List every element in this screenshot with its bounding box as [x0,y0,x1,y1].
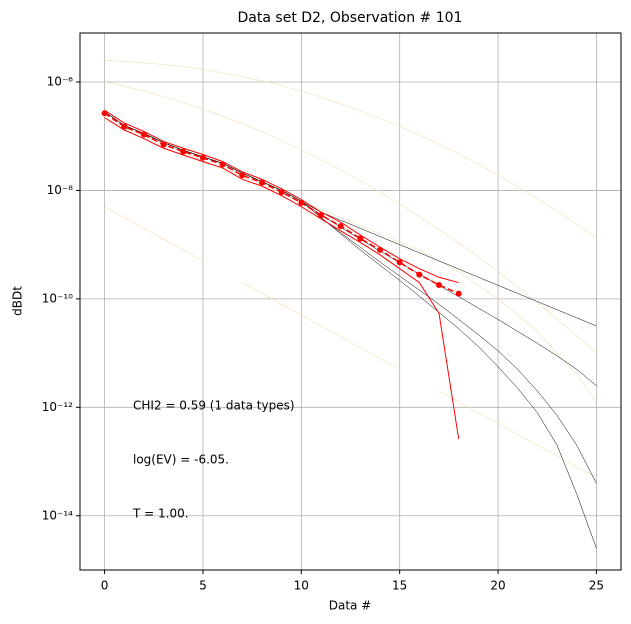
plot-area [101,60,597,549]
data-point [199,154,206,161]
x-tick-label: 25 [589,579,604,593]
series-line [104,206,597,479]
y-tick-label: 10⁻⁶ [47,74,74,88]
data-point [436,282,443,289]
series-line [104,81,597,354]
annotation: log(EV) = -6.05. [133,453,229,467]
series-line [104,111,597,327]
x-tick-label: 15 [392,579,407,593]
data-point [180,148,187,155]
y-tick-label: 10⁻¹² [42,400,73,414]
data-point [396,259,403,266]
series-line [104,111,597,549]
y-tick-label: 10⁻¹⁴ [42,508,73,522]
chart-title: Data set D2, Observation # 101 [238,10,463,26]
data-point [121,123,128,130]
data-point [278,189,285,196]
series-line [104,119,597,403]
data-point [416,271,423,278]
data-point [219,161,226,168]
x-tick-label: 20 [490,579,505,593]
x-axis-label: Data # [329,599,372,613]
series-line [104,111,597,484]
data-point [317,212,324,219]
annotation: CHI2 = 0.59 (1 data types) [133,399,295,413]
x-tick-label: 0 [101,579,109,593]
y-tick-label: 10⁻⁸ [47,183,74,197]
data-point [455,290,462,297]
y-tick-label: 10⁻¹⁰ [42,291,73,305]
data-point [160,141,167,148]
data-point [298,199,305,206]
data-point [337,223,344,230]
x-tick-label: 5 [199,579,207,593]
series-line [104,109,459,284]
data-point [377,246,384,253]
plot-frame [79,32,622,571]
data-point [239,172,246,179]
y-axis-label: dBDt [11,286,25,316]
annotation: T = 1.00. [132,507,189,521]
data-point [140,131,147,138]
data-point [101,110,108,117]
series-line [104,60,597,238]
series-line [104,117,460,440]
x-tick-label: 10 [294,579,309,593]
data-point [357,235,364,242]
data-point [258,179,265,186]
